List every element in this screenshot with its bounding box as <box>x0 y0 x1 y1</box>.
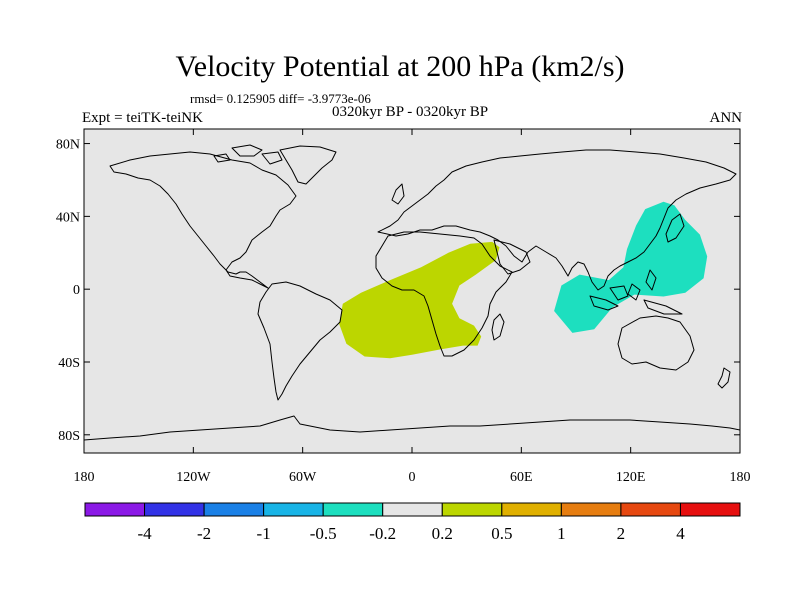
lon-label: 60W <box>289 470 317 485</box>
coastline-south-america <box>257 281 343 401</box>
colorbar-label: -0.5 <box>310 524 337 543</box>
colorbar-box <box>560 502 622 517</box>
coastline-arctic-islands <box>213 144 283 165</box>
colorbar-label: 0.2 <box>432 524 453 543</box>
colorbar-label: -4 <box>137 524 152 543</box>
coastline-japan <box>665 213 685 243</box>
statistics-line: rmsd= 0.125905 diff= -3.9773e-06 <box>190 91 371 106</box>
coastlines <box>84 144 740 441</box>
coastline-africa <box>375 231 513 357</box>
coastline-new-zealand <box>717 367 731 389</box>
lat-label: 40N <box>56 210 80 225</box>
lon-label: 180 <box>730 470 751 485</box>
lat-label: 80S <box>58 429 80 444</box>
coastline-north-america <box>109 151 297 289</box>
coastline-madagascar <box>491 313 505 341</box>
colorbar-label: -0.2 <box>369 524 396 543</box>
colorbar-box <box>382 502 443 517</box>
colorbar-label: 2 <box>617 524 626 543</box>
period-label: 0320kyr BP - 0320kyr BP <box>331 104 489 120</box>
lon-label: 120E <box>616 470 646 485</box>
colorbar-box <box>441 502 503 517</box>
lat-label: 40S <box>58 356 80 371</box>
season-label: ANN <box>709 110 743 126</box>
colorbar-label: 0.5 <box>491 524 512 543</box>
lon-label: 120W <box>176 470 211 485</box>
colorbar-box <box>144 502 205 517</box>
lon-label: 60E <box>510 470 533 485</box>
colorbar-label: 1 <box>557 524 566 543</box>
colorbar-box <box>679 502 741 517</box>
colorbar-label: -2 <box>197 524 211 543</box>
colorbar-box <box>501 502 562 517</box>
colorbar-box <box>322 502 384 517</box>
colorbar-box <box>203 502 265 517</box>
coastline-antarctica <box>84 415 740 441</box>
lat-label: 80N <box>56 138 80 153</box>
coastline-eurasia <box>377 149 737 291</box>
lon-label: 180 <box>74 470 95 485</box>
experiment-label: Expt = teiTK-teiNK <box>82 110 203 126</box>
colorbar-label: -1 <box>257 524 271 543</box>
coastline-maritime-islands <box>589 269 683 315</box>
colorbar: -4 -2 -1 -0.5 -0.2 0.2 0.5 1 2 4 <box>84 502 741 543</box>
positive-anomaly-atlantic-africa <box>339 241 500 359</box>
map-title: Velocity Potential at 200 hPa (km2/s) <box>175 50 625 83</box>
coastline-australia <box>617 315 695 371</box>
negative-anomaly-maritime-continent <box>554 201 708 333</box>
coastline-greenland <box>279 145 337 185</box>
coastline-british-isles <box>391 183 405 205</box>
colorbar-box <box>263 502 324 517</box>
lon-label: 0 <box>409 470 416 485</box>
lat-label: 0 <box>73 283 80 298</box>
coastline-arabian-peninsula <box>493 239 531 275</box>
anomaly-layer <box>339 201 708 359</box>
colorbar-box <box>620 502 681 517</box>
colorbar-box <box>84 502 146 517</box>
map-axes: 80N 40N 0 40S 80S 180 120W 60W 0 60E 120E 180 <box>56 129 751 485</box>
colorbar-label: 4 <box>676 524 685 543</box>
